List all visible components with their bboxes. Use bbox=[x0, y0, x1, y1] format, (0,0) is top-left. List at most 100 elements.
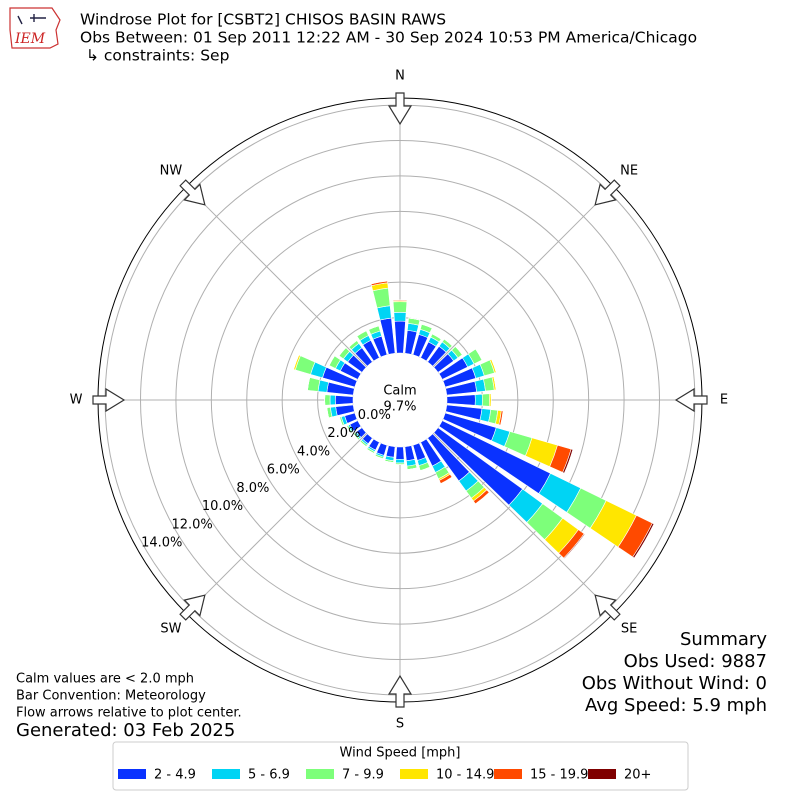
legend-swatch bbox=[400, 769, 428, 779]
legend-label: 15 - 19.9 bbox=[530, 768, 588, 783]
summary: Obs Used: 9887 bbox=[624, 651, 767, 672]
bar-segment bbox=[420, 466, 431, 472]
bar-segment bbox=[368, 325, 379, 330]
legend-label: 7 - 9.9 bbox=[342, 768, 384, 783]
constraints: ↳ constraints: Sep bbox=[86, 47, 229, 65]
summary: Summary bbox=[680, 629, 767, 650]
compass-arrow bbox=[387, 92, 413, 126]
arrow bbox=[387, 92, 413, 126]
logo-outline bbox=[9, 7, 61, 49]
bar-segment bbox=[562, 448, 574, 474]
legend-swatch bbox=[494, 769, 522, 779]
compass-label: NE bbox=[620, 163, 638, 178]
bar-segment bbox=[392, 301, 408, 313]
arrow bbox=[179, 179, 206, 206]
r-tick-label: 4.0% bbox=[297, 444, 330, 459]
compass-arrow bbox=[594, 594, 621, 621]
bar-segment bbox=[632, 522, 655, 559]
calm-label: Calm bbox=[383, 384, 416, 399]
summary: Obs Without Wind: 0 bbox=[582, 673, 767, 694]
arrow bbox=[179, 594, 206, 621]
legend-swatch bbox=[588, 769, 616, 779]
compass-arrow bbox=[179, 594, 206, 621]
legend-label: 10 - 14.9 bbox=[436, 768, 494, 783]
compass-arrow bbox=[92, 387, 126, 413]
bar-segment bbox=[404, 445, 416, 462]
compass-arrow bbox=[179, 179, 206, 206]
logo-icon bbox=[17, 14, 46, 25]
grid-spoke bbox=[432, 432, 614, 614]
bar-segment bbox=[474, 393, 483, 407]
bar-segment bbox=[324, 394, 331, 406]
grid-spoke bbox=[186, 186, 368, 368]
bar-segment bbox=[393, 311, 407, 322]
compass-label: SE bbox=[621, 622, 637, 637]
bar-segment bbox=[394, 320, 406, 354]
bar-segment bbox=[563, 533, 586, 560]
bar-segment bbox=[372, 287, 391, 309]
bar-segment bbox=[385, 445, 396, 458]
bar-segment bbox=[493, 376, 497, 390]
r-tick-label: 14.0% bbox=[141, 536, 182, 551]
bar-segment bbox=[481, 393, 490, 407]
logo-text: IEM bbox=[14, 31, 46, 47]
bar-segment bbox=[455, 346, 463, 355]
note: Calm values are < 2.0 mph bbox=[16, 672, 194, 687]
bar-segment bbox=[408, 317, 421, 321]
compass-arrow bbox=[674, 387, 708, 413]
r-tick-label: 2.0% bbox=[327, 426, 360, 441]
legend-label: 5 - 6.9 bbox=[248, 768, 290, 783]
bar-segment bbox=[395, 458, 405, 464]
note: Bar Convention: Meteorology bbox=[16, 689, 206, 704]
bar-segment bbox=[395, 446, 405, 460]
r-tick-label: 6.0% bbox=[267, 463, 300, 478]
chart-title: Windrose Plot for [CSBT2] CHISOS BASIN R… bbox=[80, 11, 446, 29]
logo: IEM bbox=[9, 7, 61, 49]
bar-segment bbox=[376, 305, 392, 321]
bar-segment bbox=[334, 395, 354, 405]
compass-label: NW bbox=[160, 163, 183, 178]
compass-arrow bbox=[594, 179, 621, 206]
bar-segment bbox=[421, 323, 433, 329]
bar-segment bbox=[475, 492, 490, 505]
r-tick-label: 10.0% bbox=[202, 499, 243, 514]
grid-spoke bbox=[432, 186, 614, 368]
arrow bbox=[387, 674, 413, 708]
legend-swatch bbox=[306, 769, 334, 779]
compass-label: SW bbox=[160, 622, 181, 637]
note: Flow arrows relative to plot center. bbox=[16, 706, 242, 721]
summary: Avg Speed: 5.9 mph bbox=[585, 695, 767, 716]
legend-label: 20+ bbox=[624, 768, 651, 783]
bar-segment bbox=[339, 417, 343, 426]
legend-title: Wind Speed [mph] bbox=[340, 746, 461, 761]
chart-subtitle: Obs Between: 01 Sep 2011 12:22 AM - 30 S… bbox=[80, 29, 697, 47]
calm-circle bbox=[353, 353, 447, 447]
grid-spoke bbox=[186, 432, 368, 614]
bar-segment bbox=[500, 410, 504, 426]
bar-segment bbox=[328, 355, 335, 366]
compass-label: S bbox=[396, 717, 404, 732]
r-tick-label: 8.0% bbox=[236, 481, 269, 496]
legend-label: 2 - 4.9 bbox=[154, 768, 196, 783]
compass-arrow bbox=[387, 674, 413, 708]
arrow bbox=[674, 387, 708, 413]
bar-segment bbox=[293, 354, 300, 370]
bar-segment bbox=[348, 340, 357, 348]
compass-label: N bbox=[395, 69, 405, 84]
bar-segment bbox=[446, 394, 476, 406]
compass-label: E bbox=[720, 393, 728, 408]
bar-segment bbox=[329, 394, 336, 406]
legend-box bbox=[112, 741, 689, 791]
legend-swatch bbox=[212, 769, 240, 779]
arrow bbox=[92, 387, 126, 413]
generated: Generated: 03 Feb 2025 bbox=[16, 720, 235, 741]
arrow bbox=[594, 594, 621, 621]
r-tick-label: 12.0% bbox=[171, 517, 212, 532]
arrow bbox=[594, 179, 621, 206]
calm-value: 9.7% bbox=[383, 400, 416, 415]
bar-segment bbox=[440, 476, 453, 484]
compass-label: W bbox=[70, 393, 83, 408]
r-tick-label: 0.0% bbox=[358, 408, 391, 423]
legend-swatch bbox=[118, 769, 146, 779]
